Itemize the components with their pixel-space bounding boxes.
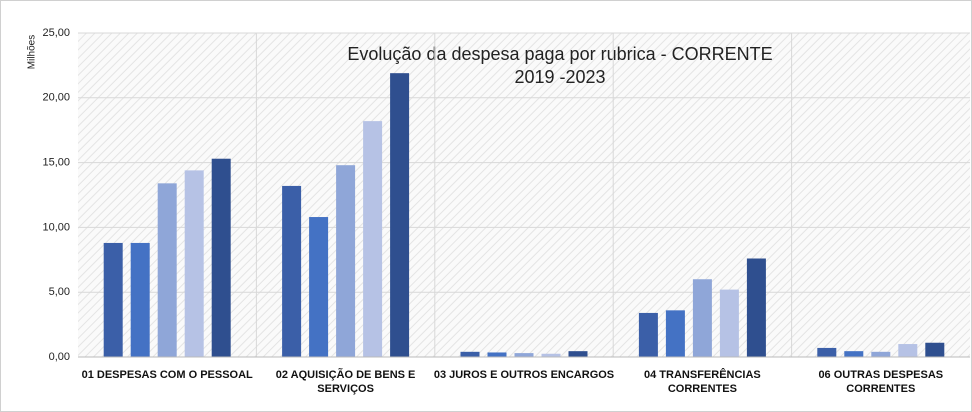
chart-title: Evolução da despesa paga por rubrica - C… bbox=[347, 44, 772, 64]
bar bbox=[282, 185, 302, 357]
y-tick-label: 20,00 bbox=[42, 92, 70, 104]
y-tick-label: 0,00 bbox=[49, 351, 70, 363]
bar bbox=[390, 73, 410, 358]
bar bbox=[103, 242, 123, 357]
bar bbox=[665, 310, 685, 357]
bar bbox=[692, 279, 712, 357]
y-tick-label: 25,00 bbox=[42, 27, 70, 39]
y-tick-label: 10,00 bbox=[42, 221, 70, 233]
x-tick-label: 06 OUTRAS DESPESAS CORRENTES bbox=[818, 369, 944, 395]
x-tick-label: 01 DESPESAS COM O PESSOAL bbox=[81, 369, 253, 381]
bar bbox=[898, 344, 918, 357]
bar bbox=[817, 347, 837, 357]
bar bbox=[363, 121, 383, 358]
x-tick-label: 02 AQUISIÇÃO DE BENS E SERVIÇOS bbox=[275, 369, 416, 395]
bar bbox=[336, 165, 356, 357]
bar bbox=[541, 353, 561, 357]
x-tick-label: 04 TRANSFERÊNCIAS CORRENTES bbox=[644, 369, 761, 395]
bar bbox=[871, 351, 891, 357]
x-tick-label: 03 JUROS E OUTROS ENCARGOS bbox=[433, 369, 615, 381]
y-tick-label: 15,00 bbox=[42, 157, 70, 169]
bar bbox=[130, 242, 150, 357]
bar bbox=[487, 352, 507, 357]
bar bbox=[638, 312, 658, 357]
chart-subtitle: 2019 -2023 bbox=[514, 67, 605, 87]
bar bbox=[844, 351, 864, 357]
bar bbox=[746, 258, 766, 357]
bar bbox=[309, 217, 329, 357]
bar bbox=[514, 353, 534, 357]
bar bbox=[211, 158, 231, 357]
bar bbox=[719, 289, 739, 357]
bar bbox=[184, 170, 204, 357]
y-axis-label: Milhões bbox=[27, 35, 38, 69]
bar bbox=[925, 342, 945, 357]
bar bbox=[568, 351, 588, 357]
bar bbox=[157, 183, 177, 357]
y-tick-label: 5,00 bbox=[49, 286, 70, 298]
bar bbox=[460, 351, 480, 357]
